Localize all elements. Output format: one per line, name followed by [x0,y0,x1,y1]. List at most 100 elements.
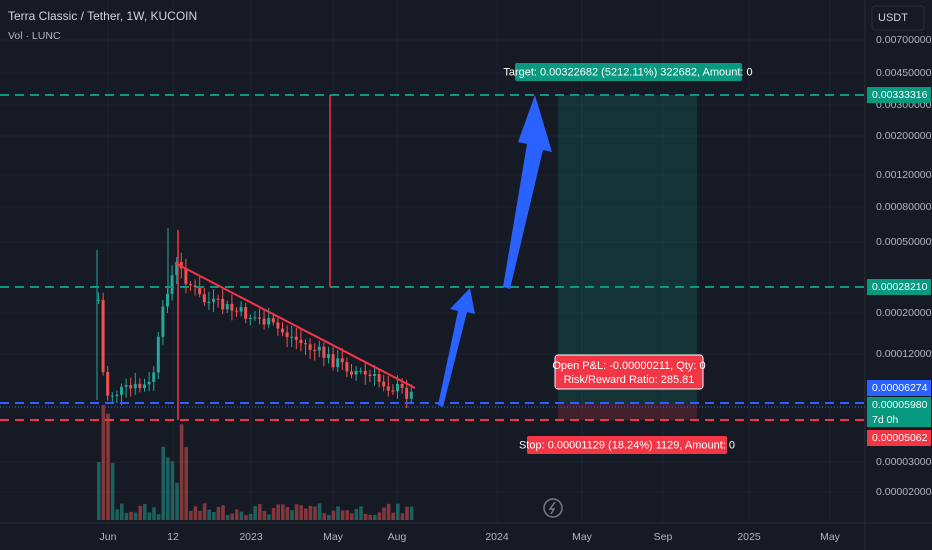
volume-bar [110,462,115,520]
price-badge-label: 0.00006274 [872,382,928,394]
volume-bar [115,509,119,520]
time-label: 12 [167,531,179,543]
candle-body [382,381,386,387]
price-badge [867,279,931,295]
countdown: 7d 0h [872,414,898,426]
candle-body [313,349,317,351]
volume-bar [248,513,253,520]
replay-icon-bolt [548,501,556,515]
volume-bar [97,462,101,520]
volume-bar [359,506,363,520]
volume-bar [221,505,225,520]
candle-body [184,268,188,285]
volume-bar [170,461,175,520]
currency-button[interactable] [871,5,925,31]
candle-body [377,374,381,382]
price-label: 0.00003000 [876,456,932,468]
volume-bar [331,510,336,520]
volume-bar [290,510,294,520]
volume-bar [354,509,359,520]
volume-bar [391,512,395,520]
volume-bar [363,513,368,520]
candle-body [350,371,353,375]
volume-bar [124,512,129,520]
currency: USDT [878,12,908,24]
price-badge [867,87,931,103]
price-label: 0.00120000 [876,169,932,181]
time-label: May [572,531,593,543]
time-label: Aug [388,531,407,543]
candle-body [235,310,238,312]
volume-bar [193,506,198,520]
volume-bar [175,482,179,520]
volume-bar [129,511,133,520]
volume-bar [308,505,313,520]
candle-body [202,294,206,303]
volume-bar [377,512,382,520]
candle-body [354,370,358,375]
volume-bar [138,505,142,520]
time-label: 2024 [485,531,509,543]
candle-body [258,317,261,319]
candle-body [120,386,123,395]
candle-body [304,343,307,345]
volume-bar [207,509,211,520]
volume-bar [400,513,405,520]
price-label: 0.00200000 [876,130,932,142]
candle-body [110,395,114,397]
time-label: Sep [654,531,673,543]
volume-bar [267,514,271,520]
volume-bar [294,504,299,520]
volume-bar [253,506,257,520]
volume-bar [258,504,262,520]
price-badge [867,380,931,396]
volume-bar [382,507,386,520]
grid [0,0,865,523]
volume-bar [368,514,372,520]
price-label: 0.00002000 [876,486,932,498]
candle-body [308,344,312,350]
candle-body [281,328,284,333]
candle-body [336,358,340,368]
volume-bar [313,506,317,520]
time-label: 2023 [239,531,263,543]
arrow [438,288,475,407]
candle-body [221,298,225,310]
volume-bar [405,506,409,520]
candle-body [143,384,146,389]
candle-body [101,299,105,373]
volume-bar [350,513,354,520]
ratio-label: Risk/Reward Ratio: 285.81 [564,374,695,386]
volume-bar [225,514,230,520]
pnl-label: Open P&L: -0.00000211, Qty: 0 [552,360,705,372]
volume-bar [262,510,267,520]
candle-body [170,275,174,294]
volume-bar [230,513,234,520]
candle-body [198,287,202,295]
candle-body [175,261,179,276]
price-badge-label: 0.00333316 [872,89,928,101]
price-badge-label: 0.00028210 [872,281,928,293]
candle-body [152,372,156,382]
candle-body [368,374,372,376]
volume-bar [184,447,188,520]
price-label: 0.00020000 [876,307,932,319]
price-label: 0.00700000 [876,34,932,46]
replay-icon[interactable] [543,498,563,518]
volume-bar [152,507,156,520]
price-badge [867,430,931,446]
price-label: 0.00012000 [876,348,932,360]
candle-body [317,346,321,351]
volume-bar [179,424,184,520]
candle-body [340,358,344,363]
time-label: May [820,531,841,543]
price-label: 0.00050000 [876,236,932,248]
target-box [515,63,742,81]
candle-body [225,303,229,310]
volume-bar [166,457,170,520]
candle-body [115,394,119,396]
volume-bar [276,504,280,520]
candle-body [400,383,404,388]
time-label: Jun [100,531,117,543]
